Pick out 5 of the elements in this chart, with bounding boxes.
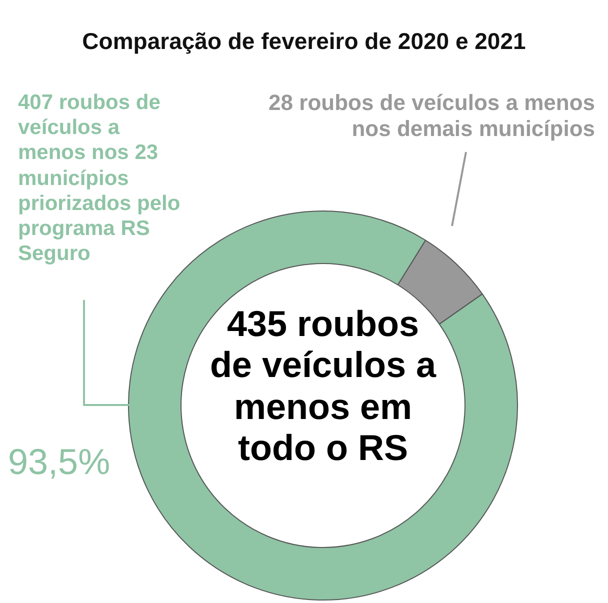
chart-title: Comparação de fevereiro de 2020 e 2021 — [81, 28, 527, 56]
text: 435 roubos de veículos a menos em todo o RS — [208, 303, 438, 469]
text: 93,5% — [8, 440, 110, 484]
slice-label: 28 roubos de veículos a menos nos demais municípios — [268, 90, 595, 143]
slice-label: 407 roubos de veículos a menos nos 23 municípios priorizados pelo programa RS Seguro — [18, 90, 182, 266]
